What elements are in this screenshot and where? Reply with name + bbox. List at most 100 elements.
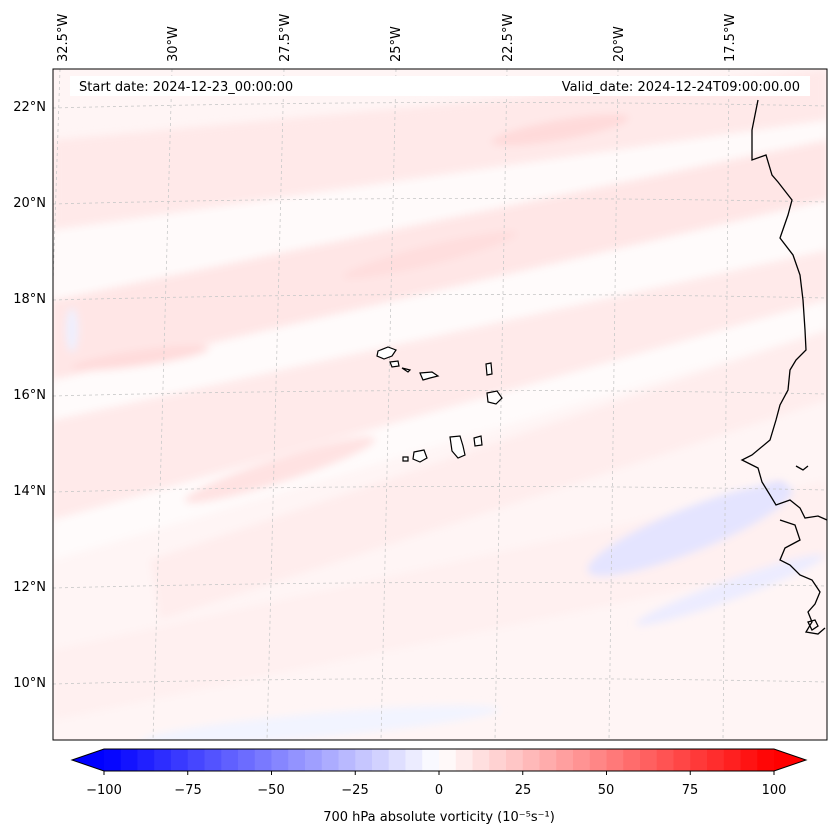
lon-label: 20°W — [612, 26, 627, 62]
colorbar-cell — [522, 749, 540, 771]
colorbar-cell — [171, 749, 189, 771]
colorbar-cell — [405, 749, 423, 771]
colorbar-cell — [690, 749, 708, 771]
vorticity-min — [587, 484, 793, 576]
colorbar-cell — [305, 749, 323, 771]
africa-coastline — [740, 99, 827, 635]
colorbar-cell — [288, 749, 306, 771]
meridian — [722, 69, 730, 740]
graticule — [53, 69, 827, 740]
meridian — [152, 69, 173, 740]
latitude-labels: 22°N 20°N 18°N 16°N 14°N 12°N 10°N — [13, 100, 46, 691]
colorbar-cell — [271, 749, 289, 771]
weak-band — [53, 200, 827, 420]
lon-label: 25°W — [389, 26, 404, 62]
colorbar-cell — [338, 749, 356, 771]
parallel — [53, 294, 827, 301]
colorbar-tick-label: 0 — [435, 783, 443, 798]
colorbar-tick-label: 25 — [515, 783, 532, 798]
colorbar-cell — [455, 749, 473, 771]
colorbar-cell — [254, 749, 272, 771]
colorbar-ticks — [103, 771, 775, 775]
meridian — [608, 69, 619, 740]
colorbar-cell — [221, 749, 239, 771]
vorticity-max — [342, 231, 518, 279]
island-sao-vicente — [389, 360, 400, 368]
island-sao-nicolau — [419, 371, 440, 381]
island-sal — [485, 362, 493, 376]
island-fogo — [412, 449, 428, 463]
parallel — [53, 390, 827, 397]
colorbar-cell — [120, 749, 138, 771]
colorbar: −100 −75 −50 −25 0 25 50 75 100 700 hPa … — [70, 748, 808, 825]
colorbar-cell — [422, 749, 440, 771]
lat-label: 10°N — [13, 676, 46, 691]
colorbar-cell — [439, 749, 457, 771]
parallel — [53, 198, 827, 205]
colorbar-label: 700 hPa absolute vorticity (10⁻⁵s⁻¹) — [323, 810, 555, 825]
island-santo-antao — [376, 346, 397, 360]
island-boa-vista — [486, 390, 503, 405]
coastline-path — [795, 465, 809, 471]
lat-label: 20°N — [13, 196, 46, 211]
colorbar-tick-label: 50 — [598, 783, 615, 798]
lon-label: 27.5°W — [278, 14, 293, 62]
colorbar-cell — [104, 749, 122, 771]
colorbar-extend-min — [72, 749, 104, 771]
colorbar-cell — [656, 749, 674, 771]
colorbar-cell — [204, 749, 222, 771]
island-brava — [402, 456, 409, 462]
parallel — [53, 582, 827, 589]
meridian — [494, 69, 508, 740]
colorbar-cell — [506, 749, 524, 771]
valid-date-label: Valid_date: 2024-12-24T09:00:00.00 — [562, 80, 800, 95]
colorbar-cell — [489, 749, 507, 771]
lat-label: 12°N — [13, 580, 46, 595]
colorbar-cell — [321, 749, 339, 771]
colorbar-cell — [640, 749, 658, 771]
weak-band — [53, 300, 827, 560]
colorbar-tick-label: −50 — [257, 783, 284, 798]
colorbar-cell — [137, 749, 155, 771]
lon-label: 22.5°W — [501, 14, 516, 62]
start-date-label: Start date: 2024-12-23_00:00:00 — [79, 80, 293, 95]
vorticity-max — [491, 114, 629, 146]
colorbar-cell — [606, 749, 624, 771]
longitude-labels: 32.5°W 30°W 27.5°W 25°W 22.5°W 20°W 17.5… — [56, 14, 738, 62]
vorticity-max — [70, 345, 210, 371]
colorbar-cell — [707, 749, 725, 771]
colorbar-tick-label: 75 — [682, 783, 699, 798]
lat-label: 18°N — [13, 292, 46, 307]
meridian — [266, 69, 285, 740]
weak-band — [53, 120, 827, 300]
island-maio — [473, 435, 483, 447]
lon-label: 17.5°W — [723, 14, 738, 62]
lat-label: 22°N — [13, 100, 46, 115]
meridian — [380, 69, 397, 740]
cape-verde-islands — [376, 346, 503, 463]
colorbar-cell — [539, 749, 557, 771]
vorticity-max — [184, 437, 376, 503]
colorbar-cell — [556, 749, 574, 771]
colorbar-cells — [104, 749, 775, 771]
lat-label: 14°N — [13, 484, 46, 499]
island-santa-luzia — [401, 367, 412, 373]
colorbar-tick-label: 100 — [762, 783, 787, 798]
colorbar-tick-label: −75 — [174, 783, 201, 798]
lon-label: 30°W — [166, 26, 181, 62]
colorbar-tick-labels: −100 −75 −50 −25 0 25 50 75 100 — [86, 783, 786, 798]
vorticity-min — [635, 554, 825, 626]
colorbar-cell — [154, 749, 172, 771]
map-panel: Start date: 2024-12-23_00:00:00 Valid_da… — [53, 69, 827, 740]
vorticity-min — [66, 308, 78, 352]
parallel — [53, 102, 827, 109]
coastline-path — [807, 619, 819, 631]
positive-band — [150, 330, 827, 620]
colorbar-cell — [573, 749, 591, 771]
colorbar-cell — [355, 749, 373, 771]
colorbar-cell — [757, 749, 775, 771]
colorbar-cell — [472, 749, 490, 771]
colorbar-cell — [589, 749, 607, 771]
positive-band — [53, 69, 827, 230]
colorbar-cell — [740, 749, 758, 771]
